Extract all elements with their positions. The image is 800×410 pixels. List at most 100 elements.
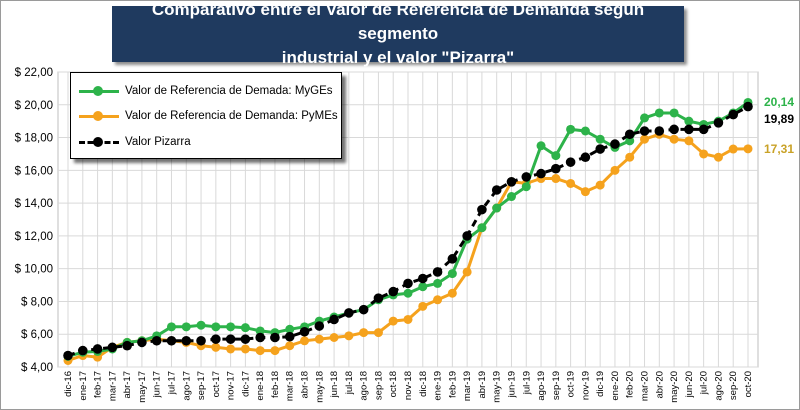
data-point-pizarra	[211, 334, 221, 344]
y-tick-label: $ 12,00	[15, 231, 53, 243]
data-point-pizarra	[624, 129, 635, 140]
x-tick-label: ago-19	[536, 371, 547, 401]
x-tick-label: ago-17	[181, 371, 192, 401]
data-point-mygess	[580, 126, 590, 136]
x-tick-label: feb-17	[93, 371, 104, 398]
data-point-pymes	[226, 344, 236, 354]
data-point-pizarra	[477, 204, 487, 215]
x-tick-label: oct-17	[211, 371, 222, 397]
x-tick-label: abr-17	[122, 371, 133, 398]
x-tick-label: jul-17	[166, 371, 177, 395]
data-point-mygess	[506, 192, 516, 202]
data-point-pizarra	[225, 334, 236, 344]
x-tick-label: jul-20	[699, 371, 710, 395]
x-tick-label: mar-20	[640, 371, 651, 401]
data-point-pizarra	[684, 124, 694, 135]
data-point-pizarra	[610, 139, 620, 149]
data-point-pymes	[566, 178, 576, 188]
data-point-mygess	[521, 182, 531, 192]
data-point-pizarra	[77, 345, 88, 356]
legend-swatch-pizarra	[79, 135, 119, 149]
x-tick-label: mar-18	[285, 371, 296, 401]
data-point-pymes	[344, 331, 354, 341]
data-point-pymes	[669, 134, 679, 144]
data-point-pymes	[240, 344, 250, 354]
data-point-pizarra	[284, 331, 295, 342]
y-tick-label: $ 16,00	[15, 165, 53, 177]
legend-item-pizarra: Valor Pizarra	[79, 132, 191, 152]
x-tick-label: abr-20	[654, 371, 665, 398]
data-point-pizarra	[329, 314, 339, 325]
end-label-pymes: 17,31	[764, 142, 795, 156]
data-point-pizarra	[137, 337, 147, 348]
chart-legend: Valor de Referencia de Demada: MyGEs Val…	[70, 72, 342, 159]
data-point-mygess	[211, 322, 221, 332]
data-point-mygess	[196, 320, 206, 330]
data-point-mygess	[492, 203, 502, 213]
data-point-pizarra	[698, 124, 709, 135]
legend-label-mygess: Valor de Referencia de Demada: MyGEs	[125, 85, 333, 97]
data-point-pymes	[625, 152, 635, 162]
legend-label-pizarra: Valor Pizarra	[125, 136, 191, 148]
data-point-pizarra	[358, 304, 369, 315]
data-point-pizarra	[166, 335, 177, 346]
data-point-mygess	[595, 134, 605, 144]
data-point-pizarra	[743, 101, 753, 112]
y-tick-label: $ 22,00	[15, 67, 53, 79]
data-point-pymes	[403, 314, 413, 324]
chart-title-line-1: Comparativo entre el Valor de Referencia…	[151, 0, 645, 43]
chart-title-box: Comparativo entre el Valor de Referencia…	[112, 0, 684, 67]
data-point-pymes	[595, 180, 605, 190]
data-point-pizarra	[728, 109, 739, 120]
data-point-pymes	[462, 267, 472, 277]
data-point-pymes	[699, 149, 709, 159]
x-tick-label: jul-19	[521, 371, 532, 395]
data-point-pizarra	[255, 332, 265, 343]
y-tick-label: $ 6,00	[21, 329, 53, 341]
data-point-mygess	[684, 116, 694, 126]
legend-item-mygess: Valor de Referencia de Demada: MyGEs	[79, 81, 333, 101]
data-point-mygess	[285, 324, 295, 334]
x-tick-label: ene-18	[255, 371, 266, 401]
x-tick-label: oct-18	[388, 371, 399, 397]
legend-label-pymes: Valor de Referencia de Demanda: PyMEs	[125, 110, 338, 122]
data-point-pymes	[359, 328, 369, 338]
data-point-pymes	[270, 346, 280, 356]
data-point-pizarra	[240, 334, 251, 344]
data-point-pymes	[640, 134, 650, 144]
data-point-mygess	[255, 326, 265, 336]
x-tick-label: jun-20	[684, 371, 695, 398]
data-point-pizarra	[447, 254, 458, 264]
data-point-mygess	[226, 322, 236, 332]
data-point-pizarra	[344, 308, 354, 318]
data-point-pizarra	[196, 335, 206, 346]
data-point-pizarra	[462, 231, 472, 241]
y-tick-label: $ 4,00	[21, 362, 53, 374]
data-point-pizarra	[551, 163, 561, 174]
data-point-pizarra	[432, 267, 443, 277]
data-point-mygess	[433, 278, 443, 288]
data-point-mygess	[181, 322, 191, 332]
data-point-pymes	[610, 165, 620, 175]
y-tick-label: $ 8,00	[21, 296, 53, 308]
legend-swatch-mygess	[79, 84, 119, 98]
x-tick-label: oct-20	[743, 371, 754, 397]
data-point-pymes	[728, 144, 738, 154]
x-tick-label: sep-19	[551, 371, 562, 400]
x-tick-label: nov-19	[580, 371, 591, 400]
chart-title-line-2: industrial y el valor "Pizarra"	[281, 48, 515, 67]
data-point-mygess	[447, 269, 457, 279]
data-point-pizarra	[536, 168, 546, 179]
data-point-pizarra	[299, 326, 310, 337]
legend-item-pymes: Valor de Referencia de Demanda: PyMEs	[79, 106, 338, 126]
data-point-mygess	[640, 113, 650, 123]
x-tick-label: jun-17	[152, 371, 163, 398]
data-point-mygess	[477, 223, 487, 233]
data-point-pizarra	[314, 321, 325, 331]
data-point-pymes	[713, 152, 723, 162]
end-label-pizarra: 19,89	[764, 112, 795, 126]
data-point-mygess	[654, 108, 664, 118]
x-tick-label: ene-19	[433, 371, 444, 401]
data-point-pizarra	[669, 124, 679, 135]
